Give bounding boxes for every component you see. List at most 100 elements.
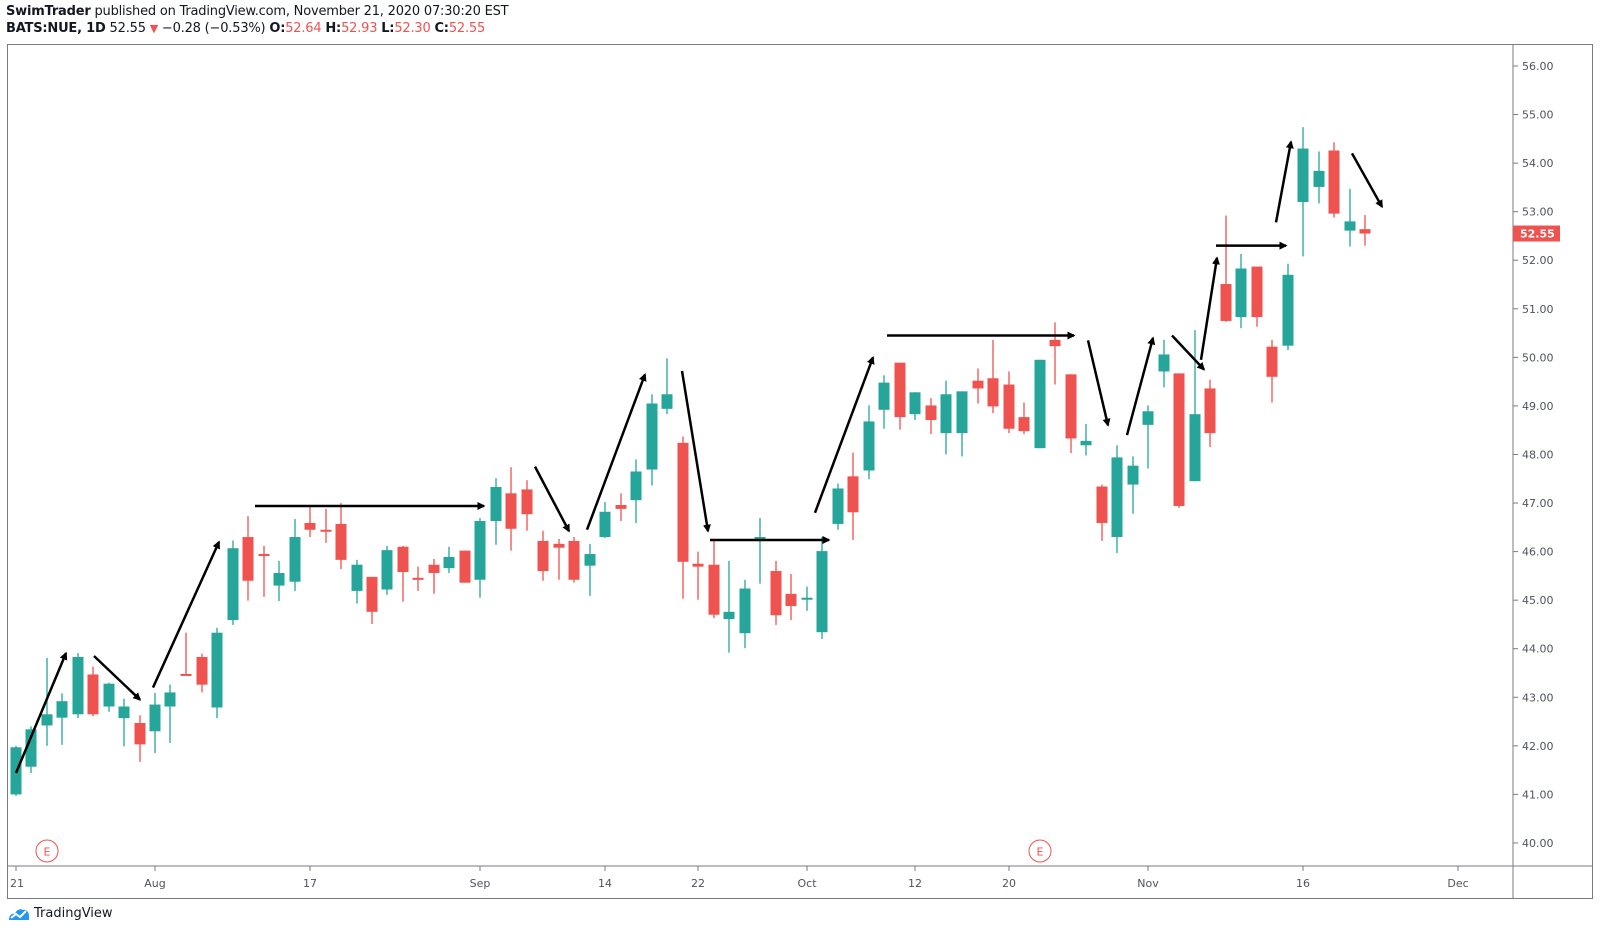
candle-down[interactable] [537, 530, 549, 581]
candle-up[interactable] [164, 684, 176, 743]
candle-up[interactable] [381, 545, 393, 595]
candle-up[interactable] [1282, 263, 1294, 351]
candle-up[interactable] [1235, 253, 1247, 329]
candle-down[interactable] [320, 508, 332, 543]
candle-down[interactable] [1065, 374, 1077, 454]
candle-down[interactable] [1003, 371, 1015, 434]
candle-down[interactable] [770, 560, 782, 625]
candle-up[interactable] [273, 560, 285, 602]
candle-up[interactable] [599, 502, 611, 539]
candle-down[interactable] [258, 545, 270, 597]
candle-up[interactable] [474, 518, 486, 598]
trend-arrow[interactable] [585, 372, 647, 531]
candle-up[interactable] [832, 483, 844, 530]
candle-down[interactable] [1204, 379, 1216, 448]
candle-down[interactable] [505, 467, 517, 551]
candle-down[interactable] [972, 368, 984, 404]
candle-down[interactable] [180, 632, 192, 676]
candle-up[interactable] [490, 478, 502, 545]
candle-up[interactable] [72, 653, 84, 719]
trend-arrow[interactable] [93, 655, 142, 701]
trend-arrow[interactable] [1171, 334, 1206, 371]
candle-down[interactable] [366, 576, 378, 624]
candle-up[interactable] [227, 540, 239, 625]
candle-up[interactable] [211, 627, 223, 719]
candle-down[interactable] [1359, 215, 1371, 246]
candle-up[interactable] [289, 519, 301, 591]
candle-up[interactable] [1313, 151, 1325, 204]
trend-arrow[interactable] [1086, 340, 1111, 427]
candle-down[interactable] [1173, 373, 1185, 508]
candle-down[interactable] [521, 480, 533, 531]
candle-down[interactable] [304, 504, 316, 538]
candle-up[interactable] [1344, 188, 1356, 247]
candle-down[interactable] [1049, 322, 1061, 385]
candle-down[interactable] [708, 538, 720, 619]
candle-up[interactable] [1080, 423, 1092, 456]
candle-up[interactable] [1111, 445, 1123, 554]
candle-up[interactable] [739, 579, 751, 649]
candle-down[interactable] [692, 551, 704, 600]
candle-down[interactable] [1096, 484, 1108, 541]
trend-arrow[interactable] [680, 370, 711, 533]
candle-up[interactable] [103, 682, 115, 712]
price-axis[interactable]: 56.00 55.00 54.00 53.00 52.00 51.00 50.00 49.00… [1513, 60, 1554, 850]
candle-down[interactable] [1018, 402, 1030, 435]
candle-down[interactable] [1251, 266, 1263, 327]
candle-down[interactable] [196, 653, 208, 693]
candle-up[interactable] [118, 698, 130, 747]
candle-up[interactable] [646, 394, 658, 486]
candle-down[interactable] [615, 493, 627, 522]
candle-down[interactable] [568, 537, 580, 583]
candle-up[interactable] [351, 559, 363, 604]
candle-down[interactable] [847, 452, 859, 540]
candle-down[interactable] [1220, 215, 1232, 322]
trend-arrow[interactable] [1274, 140, 1294, 223]
trend-arrow[interactable] [1199, 256, 1220, 360]
candle-up[interactable] [56, 693, 68, 745]
candle-down[interactable] [925, 398, 937, 435]
candle-up[interactable] [149, 692, 161, 754]
candle-up[interactable] [801, 586, 813, 611]
trend-arrow[interactable] [533, 466, 571, 533]
candle-up[interactable] [584, 543, 596, 596]
candle-down[interactable] [1328, 142, 1340, 218]
trend-arrow[interactable] [813, 355, 875, 514]
candle-up[interactable] [878, 375, 890, 429]
candle-up[interactable] [940, 380, 952, 455]
candle-down[interactable] [677, 436, 689, 599]
tradingview-brand[interactable]: TradingView [8, 906, 113, 921]
candle-up[interactable] [1158, 339, 1170, 388]
candle-up[interactable] [1142, 405, 1154, 469]
candle-up[interactable] [816, 537, 828, 640]
candle-down[interactable] [134, 715, 146, 762]
candle-down[interactable] [412, 566, 424, 591]
trend-arrow[interactable] [14, 651, 68, 774]
candle-down[interactable] [894, 362, 906, 430]
candle-down[interactable] [428, 558, 440, 594]
candle-up[interactable] [25, 726, 37, 774]
author-name[interactable]: SwimTrader [6, 4, 91, 19]
candle-up[interactable] [443, 546, 455, 573]
candle-down[interactable] [785, 573, 797, 621]
candle-up[interactable] [1127, 456, 1139, 514]
candle-up[interactable] [1189, 330, 1201, 482]
candle-up[interactable] [863, 405, 875, 480]
candle-down[interactable] [87, 666, 99, 717]
candle-down[interactable] [553, 538, 565, 580]
candle-up[interactable] [723, 560, 735, 653]
candle-up[interactable] [754, 518, 766, 584]
candle-down[interactable] [242, 516, 254, 601]
candle-up[interactable] [1034, 359, 1046, 449]
trend-arrow[interactable] [1350, 152, 1384, 209]
earnings-event-icon[interactable]: E [35, 839, 59, 863]
candle-down[interactable] [335, 503, 347, 570]
candle-down[interactable] [397, 545, 409, 602]
trend-arrow[interactable] [1125, 336, 1156, 436]
candle-down[interactable] [459, 550, 471, 583]
candle-down[interactable] [987, 339, 999, 414]
earnings-event-icon[interactable]: E [1028, 839, 1052, 863]
candle-up[interactable] [661, 358, 673, 415]
